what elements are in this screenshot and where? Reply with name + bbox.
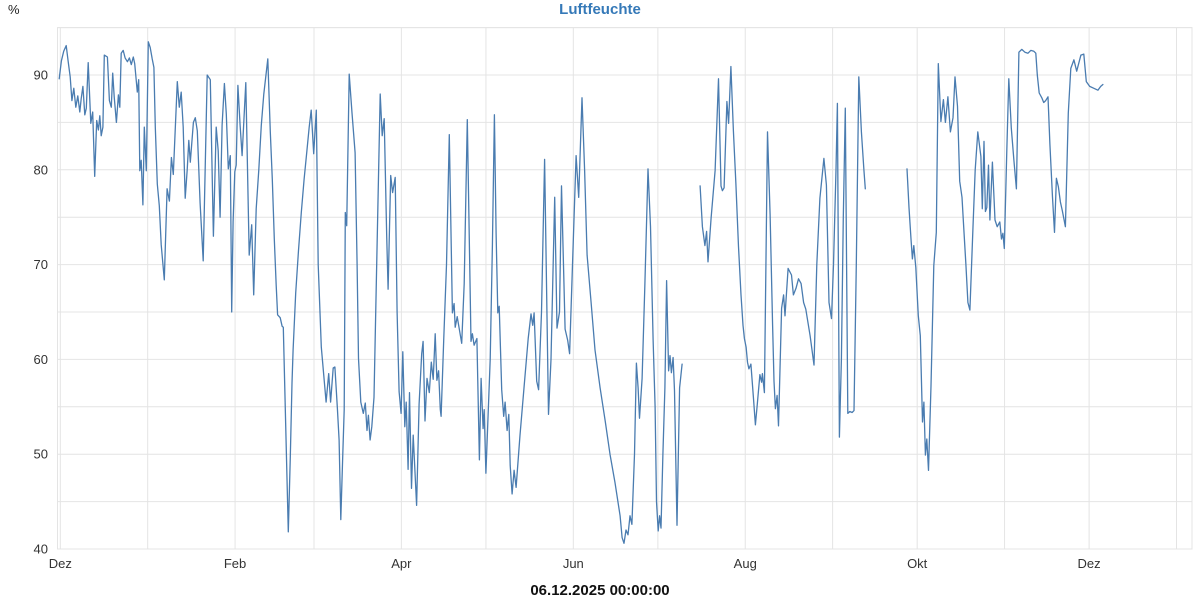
x-tick-label: Dez [49, 556, 72, 571]
y-tick-label: 80 [34, 162, 48, 177]
series-segment [58, 41, 683, 544]
x-tick-label: Jun [563, 556, 584, 571]
x-tick-label: Dez [1078, 556, 1101, 571]
y-tick-label: 60 [34, 352, 48, 367]
series-segment [699, 65, 866, 438]
x-tick-label: Feb [224, 556, 246, 571]
humidity-series-line [58, 41, 1104, 544]
x-tick-label: Aug [734, 556, 757, 571]
gridlines [57, 27, 1193, 550]
y-tick-label: 40 [34, 542, 48, 557]
y-axis-unit-label: % [8, 2, 20, 17]
x-tick-label: Okt [907, 556, 928, 571]
x-tick-label: Apr [391, 556, 412, 571]
axis-labels: 40 50 60 70 80 90 Dez Feb Apr Jun Aug Okt Dez [34, 68, 1101, 572]
y-tick-label: 50 [34, 447, 48, 462]
series-segment [906, 48, 1104, 471]
plot-border [57, 27, 1193, 550]
y-tick-label: 70 [34, 257, 48, 272]
y-tick-label: 90 [34, 68, 48, 83]
current-timestamp-label: 06.12.2025 00:00:00 [530, 582, 670, 599]
chart-title: Luftfeuchte [559, 1, 641, 18]
